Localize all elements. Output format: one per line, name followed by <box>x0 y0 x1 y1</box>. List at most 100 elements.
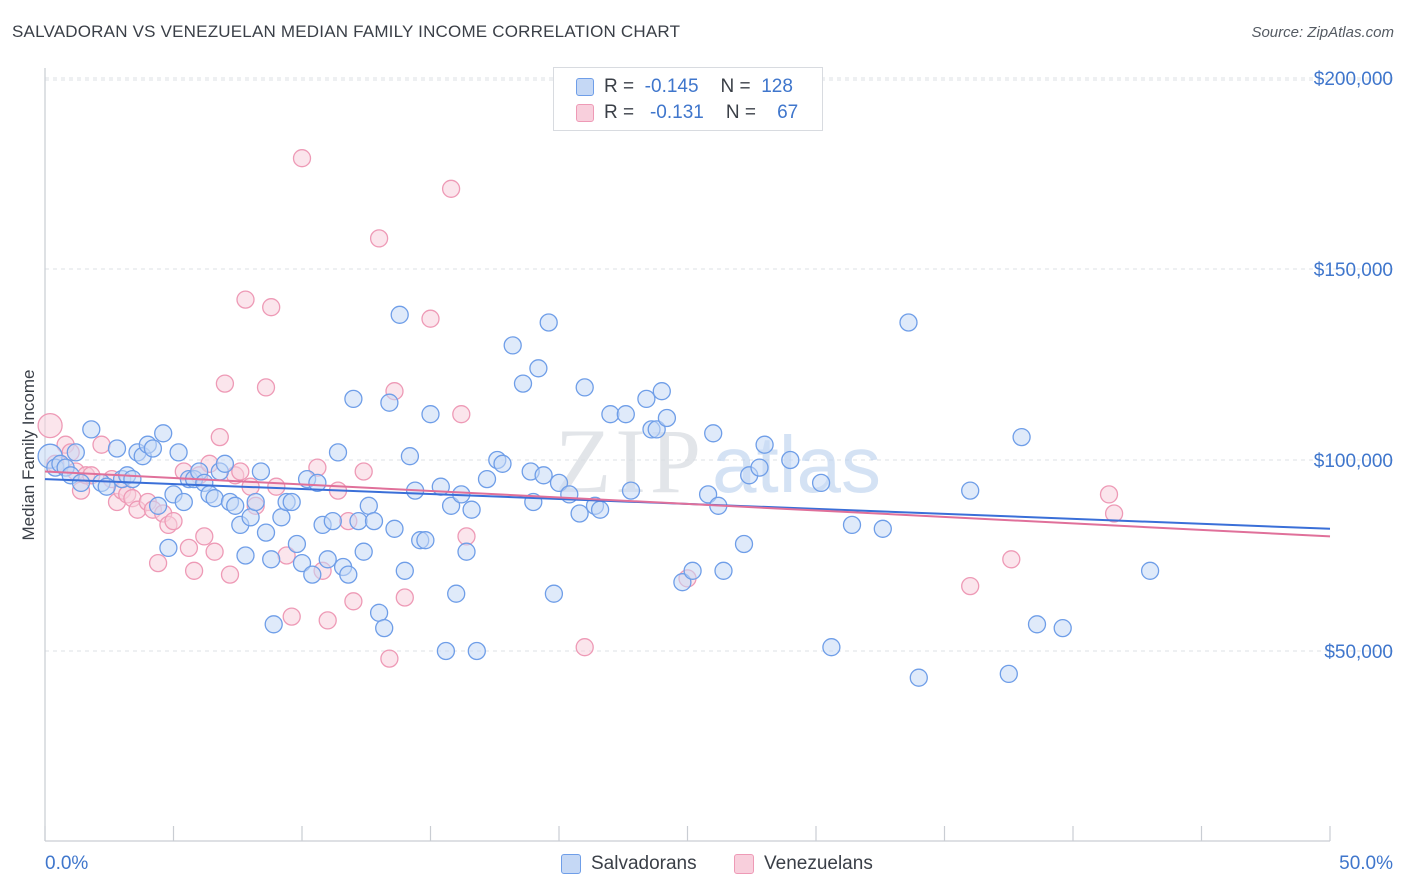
data-point <box>714 561 733 580</box>
data-point <box>1012 427 1031 447</box>
data-point <box>811 473 831 493</box>
data-point <box>421 309 440 328</box>
data-point <box>575 638 594 657</box>
trend-lines <box>44 470 1331 538</box>
data-point <box>236 290 255 309</box>
data-point <box>457 542 476 561</box>
data-point <box>71 473 91 493</box>
data-point <box>292 553 312 573</box>
data-point <box>174 492 193 512</box>
data-point <box>1002 550 1021 569</box>
data-point <box>292 149 312 168</box>
data-point <box>698 485 718 504</box>
series-legend: Salvadorans Venezuelans <box>0 851 1406 879</box>
blue-swatch <box>576 78 594 96</box>
data-point <box>369 603 389 622</box>
data-point <box>575 378 594 397</box>
data-point <box>683 561 702 580</box>
data-point <box>544 584 564 603</box>
data-point <box>1053 618 1072 638</box>
data-point <box>148 496 168 515</box>
data-point <box>647 420 666 439</box>
data-point <box>529 359 548 378</box>
data-point <box>354 542 373 561</box>
data-point <box>616 405 635 424</box>
y-tick-label: $100,000 <box>1314 451 1393 472</box>
legend-label: Salvadorans <box>591 853 697 874</box>
n-label: N = <box>720 76 751 97</box>
data-point <box>256 378 276 397</box>
data-point <box>385 519 404 538</box>
data-point <box>123 469 142 489</box>
correlation-legend: R = -0.145 N = 128 R = -0.131 N = 67 <box>553 67 823 131</box>
data-point <box>534 466 553 485</box>
data-point <box>961 576 980 596</box>
x-tick-label: 0.0% <box>45 853 88 874</box>
data-point <box>318 611 337 630</box>
n-value: 67 <box>777 102 799 123</box>
data-point <box>899 313 918 332</box>
data-point <box>66 443 85 462</box>
data-point <box>231 462 250 481</box>
legend-label: Venezuelans <box>764 853 873 874</box>
data-point <box>282 492 301 512</box>
legend-row-venezuelans: R = -0.131 N = 67 <box>576 101 798 125</box>
data-point <box>205 542 224 561</box>
r-value: -0.145 <box>644 76 699 97</box>
data-point <box>549 473 569 493</box>
y-tick-label: $50,000 <box>1324 642 1393 663</box>
data-point <box>400 447 420 466</box>
data-point <box>395 561 414 580</box>
data-point <box>264 615 283 634</box>
source-label: Source: ZipAtlas.com <box>1251 24 1394 41</box>
data-point <box>267 477 286 496</box>
data-point <box>308 473 327 493</box>
legend-item-salvadorans[interactable]: Salvadorans <box>561 853 697 875</box>
data-point <box>755 435 774 454</box>
data-point <box>750 458 769 477</box>
data-point <box>359 496 378 515</box>
n-label: N = <box>725 102 756 123</box>
data-point <box>781 450 800 470</box>
data-point <box>143 439 163 458</box>
data-point <box>657 408 677 428</box>
data-point <box>421 405 440 424</box>
data-point <box>369 229 389 248</box>
data-point <box>236 546 255 565</box>
data-point <box>215 374 235 393</box>
data-point <box>303 565 322 584</box>
data-point <box>148 553 168 573</box>
legend-row-salvadorans: R = -0.145 N = 128 <box>576 75 793 99</box>
data-point <box>447 584 466 603</box>
data-point <box>395 588 414 607</box>
data-point <box>570 504 589 523</box>
data-point <box>318 550 337 569</box>
data-point <box>328 443 348 462</box>
data-point <box>621 481 641 500</box>
data-point <box>539 313 558 332</box>
data-point <box>262 550 281 569</box>
data-point <box>380 393 399 412</box>
data-point <box>441 179 461 198</box>
data-point <box>436 641 456 661</box>
data-point <box>226 496 245 515</box>
data-point <box>184 561 204 580</box>
pink-swatch <box>576 104 594 122</box>
data-point <box>467 641 486 661</box>
legend-item-venezuelans[interactable]: Venezuelans <box>734 853 873 875</box>
data-point <box>323 511 342 531</box>
data-point <box>652 382 671 401</box>
data-point <box>154 424 173 443</box>
data-point <box>354 462 373 481</box>
data-point <box>205 489 224 508</box>
data-point <box>339 565 358 584</box>
data-point <box>107 439 127 458</box>
data-point <box>734 534 754 554</box>
data-point <box>590 500 610 519</box>
tick-labels: $50,000 $100,000 $150,000 $200,000 0.0% 50.0%… <box>19 69 1393 874</box>
data-point <box>159 538 178 558</box>
data-point <box>462 500 481 519</box>
data-point <box>513 374 533 393</box>
data-point <box>477 469 497 489</box>
